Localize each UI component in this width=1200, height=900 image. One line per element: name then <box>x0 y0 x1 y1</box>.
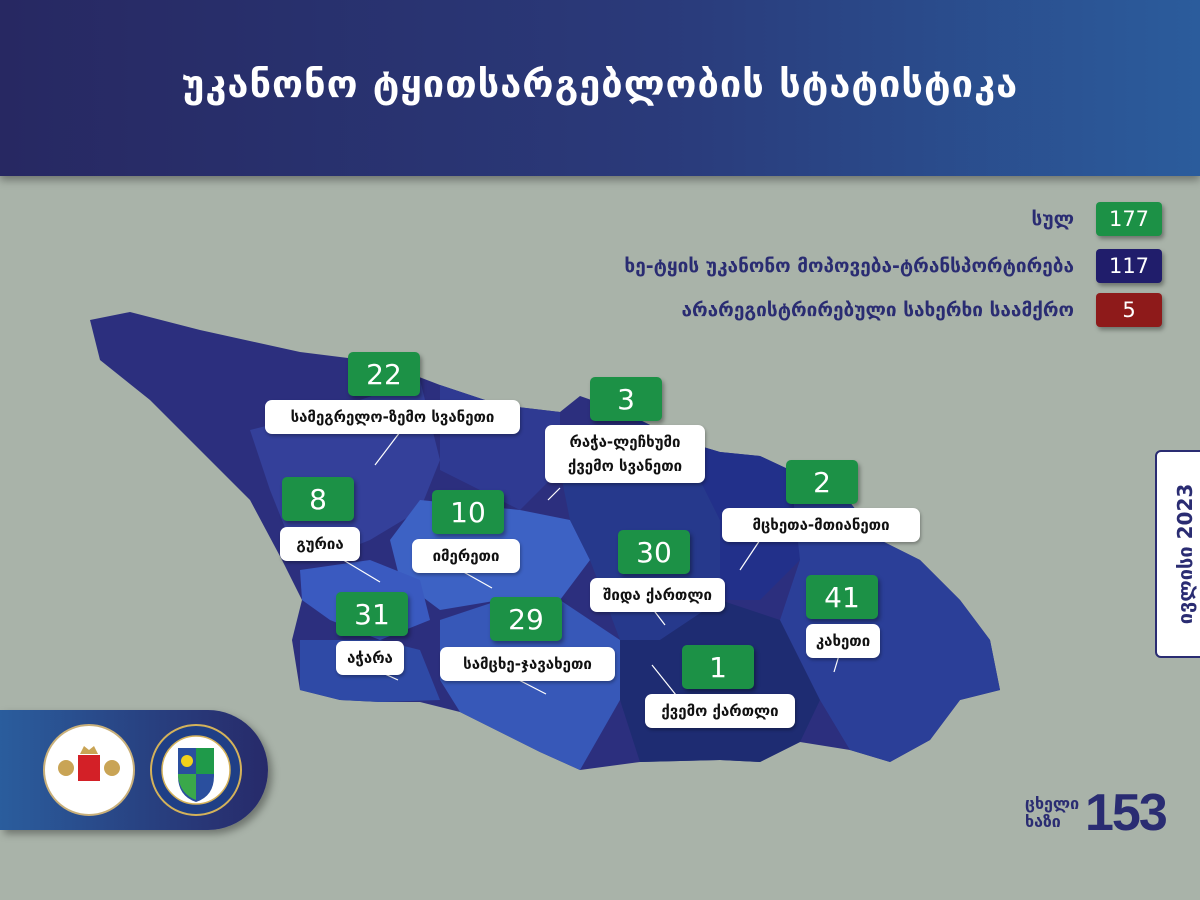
region-samtskhe <box>440 600 620 770</box>
region-value-kvemo-kartli: 1 <box>682 645 754 689</box>
region-value-imereti: 10 <box>432 490 504 534</box>
page-title: უკანონო ტყითსარგებლობის სტატისტიკა <box>181 62 1019 106</box>
region-label-kvemo-kartli: ქვემო ქართლი <box>645 694 795 728</box>
date-box: ივლისი 2023 <box>1155 450 1200 658</box>
legend-total: სულ 177 <box>1032 202 1162 236</box>
legend-value: 5 <box>1096 293 1162 327</box>
logos-panel <box>0 710 268 830</box>
leader-line <box>374 431 401 466</box>
region-label-kakheti: კახეთი <box>806 624 880 658</box>
region-mtskheta <box>620 410 800 600</box>
region-label-samtskhe: სამცხე-ჯავახეთი <box>440 647 615 681</box>
region-label-mtskheta: მცხეთა-მთიანეთი <box>722 508 920 542</box>
date-label: ივლისი 2023 <box>1173 483 1197 625</box>
region-value-adjara: 31 <box>336 592 408 636</box>
ministry-logo-icon <box>43 724 135 816</box>
coat-of-arms-shield <box>78 755 100 781</box>
legend-value: 177 <box>1096 202 1162 236</box>
leader-line <box>547 487 561 501</box>
leader-line <box>651 664 677 696</box>
region-value-kakheti: 41 <box>806 575 878 619</box>
legend-sawmill: არარეგისტრირებული სახერხი საამქრო 5 <box>681 293 1162 327</box>
region-kakheti <box>780 470 1000 762</box>
region-label-samegrelo: სამეგრელო-ზემო სვანეთი <box>265 400 520 434</box>
region-value-racha: 3 <box>590 377 662 421</box>
agency-emblem-icon <box>150 724 242 816</box>
legend-illegal-logging: ხე-ტყის უკანონო მოპოვება-ტრანსპორტირება … <box>624 249 1162 283</box>
hotline: ცხელი ხაზი 153 <box>1025 783 1168 843</box>
legend-label: სულ <box>1031 208 1074 230</box>
legend-label: არარეგისტრირებული სახერხი საამქრო <box>681 299 1075 321</box>
leader-line <box>739 539 761 571</box>
region-value-mtskheta: 2 <box>786 460 858 504</box>
legend-value: 117 <box>1096 249 1162 283</box>
region-label-adjara: აჭარა <box>336 641 404 675</box>
region-value-guria: 8 <box>282 477 354 521</box>
region-label-shida-kartli: შიდა ქართლი <box>590 578 725 612</box>
hotline-label-2: ხაზი <box>1025 812 1061 831</box>
region-value-shida-kartli: 30 <box>618 530 690 574</box>
header-banner: უკანონო ტყითსარგებლობის სტატისტიკა <box>0 0 1200 176</box>
region-label-imereti: იმერეთი <box>412 539 520 573</box>
region-label-racha: რაჭა-ლეჩხუმი ქვემო სვანეთი <box>545 425 705 483</box>
hotline-label-1: ცხელი <box>1025 794 1080 813</box>
leader-line <box>459 569 493 589</box>
hotline-number: 153 <box>1085 784 1168 842</box>
region-label-guria: გურია <box>280 527 360 561</box>
region-value-samegrelo: 22 <box>348 352 420 396</box>
region-value-samtskhe: 29 <box>490 597 562 641</box>
legend-label: ხე-ტყის უკანონო მოპოვება-ტრანსპორტირება <box>624 255 1074 277</box>
